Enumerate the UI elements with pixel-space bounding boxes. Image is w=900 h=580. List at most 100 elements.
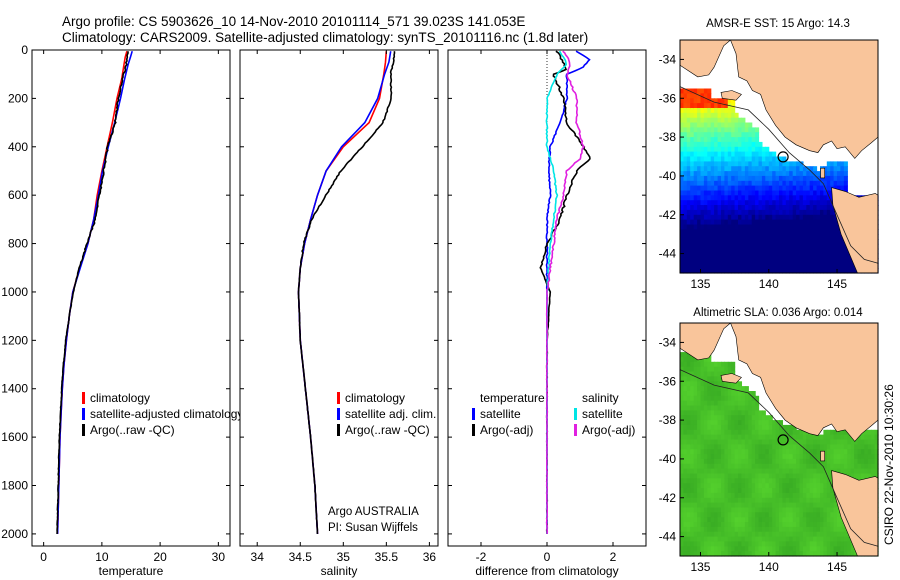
map-cell — [806, 214, 811, 221]
map-cell — [826, 473, 831, 479]
map-cell — [721, 137, 726, 143]
map-cell — [755, 146, 760, 153]
map-cell — [710, 395, 715, 402]
map-cell — [721, 243, 726, 250]
map-cell — [724, 195, 729, 201]
map-cell — [789, 536, 794, 543]
map-cell — [721, 507, 726, 513]
map-cell — [690, 449, 695, 455]
map-cell — [738, 268, 743, 274]
map-cell — [751, 468, 756, 475]
map-cell — [758, 410, 763, 416]
map-cell — [741, 429, 746, 436]
map-cell — [710, 420, 715, 426]
map-cell — [683, 122, 688, 128]
map-cell — [683, 137, 688, 143]
map-cell — [843, 458, 848, 465]
map-cell — [755, 463, 760, 470]
map-y-tick-label: -44 — [659, 530, 677, 544]
map-cell — [826, 546, 831, 552]
map-cell — [837, 239, 842, 245]
map-cell — [748, 536, 753, 543]
map-cell — [816, 512, 821, 518]
map-cell — [744, 526, 749, 533]
map-cell — [741, 117, 746, 124]
map-cell — [799, 205, 804, 211]
map-cell — [744, 551, 749, 557]
map-cell — [792, 492, 797, 499]
map-cell — [782, 166, 787, 172]
map-cell — [703, 483, 708, 489]
map-cell — [796, 454, 801, 460]
map-cell — [731, 517, 736, 523]
map-cell — [802, 497, 807, 504]
map-cell — [820, 502, 825, 509]
map-cell — [710, 98, 715, 104]
map-cell — [731, 420, 736, 426]
map-cell — [744, 263, 749, 269]
map-cell — [755, 141, 760, 148]
map-cell — [703, 395, 708, 402]
map-cell — [809, 468, 814, 475]
map-cell — [707, 93, 712, 99]
map-cell — [782, 483, 787, 489]
map-cell — [813, 531, 818, 538]
map-cell — [727, 205, 732, 211]
map-cell — [765, 190, 770, 196]
map-cell — [806, 473, 811, 479]
map-cell — [833, 551, 838, 557]
map-cell — [690, 219, 695, 226]
map-cell — [714, 180, 719, 187]
map-cell — [789, 488, 794, 494]
map-cell — [690, 185, 695, 192]
map-cell — [796, 205, 801, 211]
map-cell — [785, 253, 790, 260]
map-cell — [755, 248, 760, 255]
map-cell — [707, 132, 712, 138]
map-cell — [802, 180, 807, 187]
sla-map-title: Altimetric SLA: 0.036 Argo: 0.014 — [693, 307, 863, 319]
map-cell — [813, 239, 818, 245]
map-cell — [744, 132, 749, 138]
map-cell — [748, 156, 753, 162]
map-cell — [707, 405, 712, 411]
map-cell — [809, 253, 814, 260]
map-cell — [710, 366, 715, 373]
map-cell — [744, 180, 749, 187]
map-cell — [700, 517, 705, 523]
map-cell — [867, 444, 872, 450]
kangaroo-island — [720, 90, 742, 101]
map-cell — [779, 454, 784, 460]
map-cell — [748, 248, 753, 255]
map-cell — [792, 502, 797, 509]
map-cell — [703, 127, 708, 133]
map-cell — [724, 410, 729, 416]
map-cell — [690, 180, 695, 187]
map-cell — [792, 229, 797, 235]
map-cell — [826, 239, 831, 245]
map-cell — [748, 214, 753, 221]
map-cell — [703, 146, 708, 153]
map-cell — [813, 434, 818, 441]
map-cell — [761, 171, 766, 177]
map-cell — [761, 239, 766, 245]
map-cell — [799, 175, 804, 182]
map-cell — [761, 156, 766, 162]
map-cell — [813, 214, 818, 221]
map-cell — [850, 468, 855, 475]
map-cell — [782, 180, 787, 187]
map-cell — [727, 253, 732, 260]
map-cell — [731, 512, 736, 518]
map-cell — [683, 352, 688, 358]
map-cell — [847, 444, 852, 450]
map-cell — [727, 434, 732, 441]
map-cell — [820, 526, 825, 533]
map-cell — [693, 253, 698, 260]
map-cell — [717, 117, 722, 124]
map-cell — [717, 454, 722, 460]
sst-map-land — [679, 39, 879, 274]
map-cell — [727, 395, 732, 402]
map-cell — [837, 468, 842, 475]
map-cell — [686, 175, 691, 182]
map-cell — [792, 488, 797, 494]
